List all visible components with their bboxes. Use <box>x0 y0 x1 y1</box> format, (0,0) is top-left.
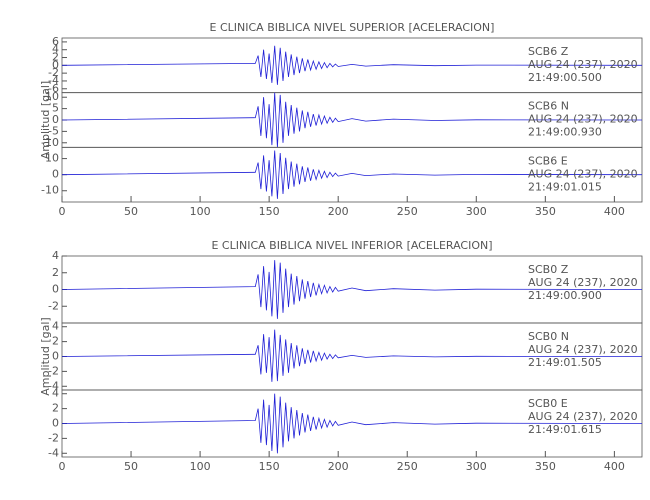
y-tick-label: -2 <box>48 299 59 312</box>
y-tick-label: 0 <box>52 113 59 126</box>
station-label: SCB0 N <box>528 330 569 343</box>
x-tick-label: 200 <box>328 460 349 473</box>
x-tick-label: 0 <box>59 460 66 473</box>
y-tick-label: -6 <box>48 82 59 95</box>
time-label: 21:49:01.615 <box>528 423 602 436</box>
y-tick-label: 0 <box>52 350 59 363</box>
station-label: SCB6 N <box>528 100 569 113</box>
station-label: SCB0 Z <box>528 263 569 276</box>
date-label: AUG 24 (237), 2020 <box>528 276 638 289</box>
y-tick-label: 10 <box>45 90 59 103</box>
y-tick-label: -2 <box>48 364 59 377</box>
y-tick-label: 5 <box>52 102 59 115</box>
y-tick-label: -10 <box>41 136 59 149</box>
trace <box>61 260 643 319</box>
y-tick-label: 0 <box>52 58 59 71</box>
x-tick-label: 100 <box>190 460 211 473</box>
x-tick-label: 250 <box>397 460 418 473</box>
x-tick-label: 0 <box>59 205 66 218</box>
y-tick-label: 2 <box>52 266 59 279</box>
y-tick-label: 2 <box>52 335 59 348</box>
y-tick-label: 0 <box>52 168 59 181</box>
y-tick-label: 2 <box>52 402 59 415</box>
chart-title: E CLINICA BIBLICA NIVEL SUPERIOR [ACELER… <box>210 21 495 34</box>
trace <box>61 393 643 454</box>
time-label: 21:49:00.500 <box>528 71 602 84</box>
station-label: SCB6 Z <box>528 45 569 58</box>
x-tick-label: 100 <box>190 205 211 218</box>
y-tick-label: 2 <box>52 51 59 64</box>
x-tick-label: 50 <box>124 460 138 473</box>
y-tick-label: -10 <box>41 184 59 197</box>
time-label: 21:49:00.900 <box>528 289 602 302</box>
date-label: AUG 24 (237), 2020 <box>528 58 638 71</box>
y-tick-label: 4 <box>52 320 59 333</box>
x-tick-label: 400 <box>604 205 625 218</box>
x-tick-label: 150 <box>259 205 280 218</box>
y-tick-label: -4 <box>48 74 59 87</box>
trace <box>61 45 643 85</box>
date-label: AUG 24 (237), 2020 <box>528 343 638 356</box>
time-label: 21:49:01.015 <box>528 180 602 193</box>
trace <box>61 329 643 382</box>
y-tick-label: 4 <box>52 249 59 262</box>
y-tick-label: 4 <box>52 387 59 400</box>
x-tick-label: 400 <box>604 460 625 473</box>
x-tick-label: 300 <box>466 460 487 473</box>
chart-title: E CLINICA BIBLICA NIVEL INFERIOR [ACELER… <box>211 239 492 252</box>
trace <box>61 92 643 148</box>
y-tick-label: 0 <box>52 417 59 430</box>
x-tick-label: 250 <box>397 205 418 218</box>
y-tick-label: -2 <box>48 66 59 79</box>
y-axis-label: Amplitud [gal] <box>39 81 52 159</box>
date-label: AUG 24 (237), 2020 <box>528 113 638 126</box>
date-label: AUG 24 (237), 2020 <box>528 167 638 180</box>
y-tick-label: -4 <box>48 379 59 392</box>
y-tick-label: 6 <box>52 35 59 48</box>
x-tick-label: 50 <box>124 205 138 218</box>
x-tick-label: 150 <box>259 460 280 473</box>
y-tick-label: 4 <box>52 43 59 56</box>
y-tick-label: -4 <box>48 446 59 459</box>
x-tick-label: 200 <box>328 205 349 218</box>
time-label: 21:49:00.930 <box>528 126 602 139</box>
y-tick-label: 0 <box>52 283 59 296</box>
y-tick-label: -2 <box>48 431 59 444</box>
y-axis-label: Amplitud [gal] <box>39 317 52 395</box>
date-label: AUG 24 (237), 2020 <box>528 410 638 423</box>
station-label: SCB0 E <box>528 397 568 410</box>
time-label: 21:49:01.505 <box>528 356 602 369</box>
x-tick-label: 300 <box>466 205 487 218</box>
station-label: SCB6 E <box>528 154 568 167</box>
trace <box>61 150 643 199</box>
x-tick-label: 350 <box>535 205 556 218</box>
x-tick-label: 350 <box>535 460 556 473</box>
y-tick-label: 10 <box>45 152 59 165</box>
y-tick-label: -5 <box>48 124 59 137</box>
